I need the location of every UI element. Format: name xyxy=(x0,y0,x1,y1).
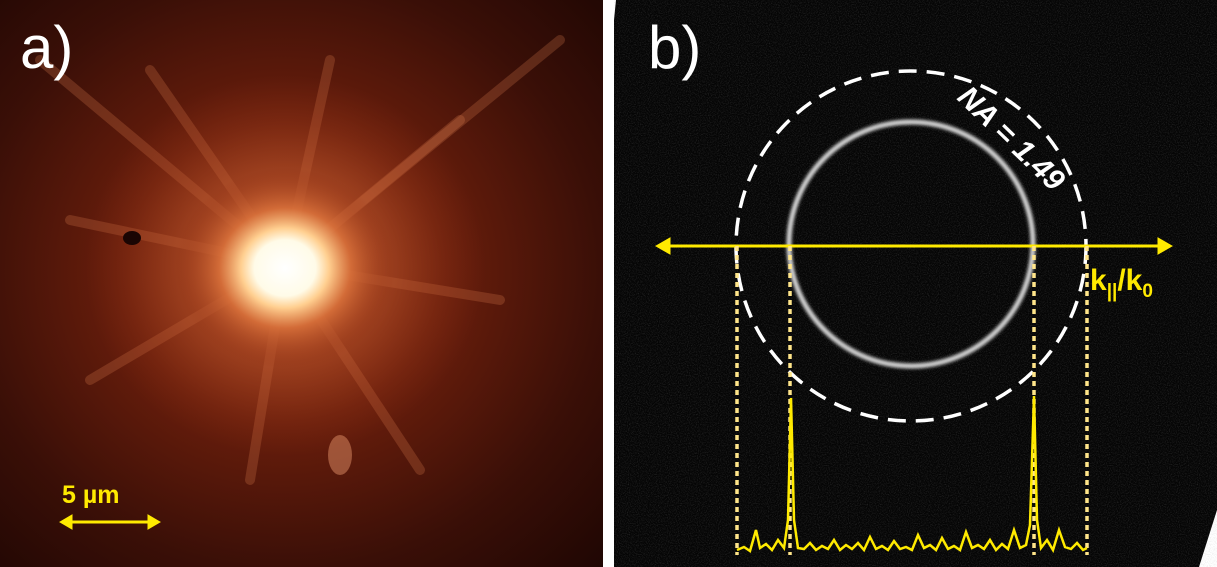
scale-bar-label: 5 µm xyxy=(62,481,120,509)
k-axis-arrow xyxy=(654,237,1174,255)
sensor-noise xyxy=(614,0,1217,567)
panel-b-image: b) NA = 1.49 k||/k0 xyxy=(614,0,1217,567)
panel-b-graphic xyxy=(614,0,1217,567)
scale-bar xyxy=(59,514,161,530)
k-axis-label: k||/k0 xyxy=(1090,264,1153,303)
panel-a-image: a) 5 µm xyxy=(0,0,603,567)
k-axis-label-sub-parallel: || xyxy=(1106,281,1118,302)
k-axis-label-separator: /k xyxy=(1117,264,1143,297)
panel-a-label: a) xyxy=(20,14,74,81)
bright-spot xyxy=(175,168,395,368)
tip-reflection xyxy=(328,435,352,475)
panel-a-graphic xyxy=(0,0,603,567)
emission-ring xyxy=(786,119,1036,369)
k-axis-label-main: k xyxy=(1090,264,1107,297)
panel-b-label: b) xyxy=(648,14,702,81)
dark-particle xyxy=(123,231,141,245)
intensity-profile xyxy=(736,395,1088,554)
k-axis-label-sub-zero: 0 xyxy=(1142,281,1153,302)
